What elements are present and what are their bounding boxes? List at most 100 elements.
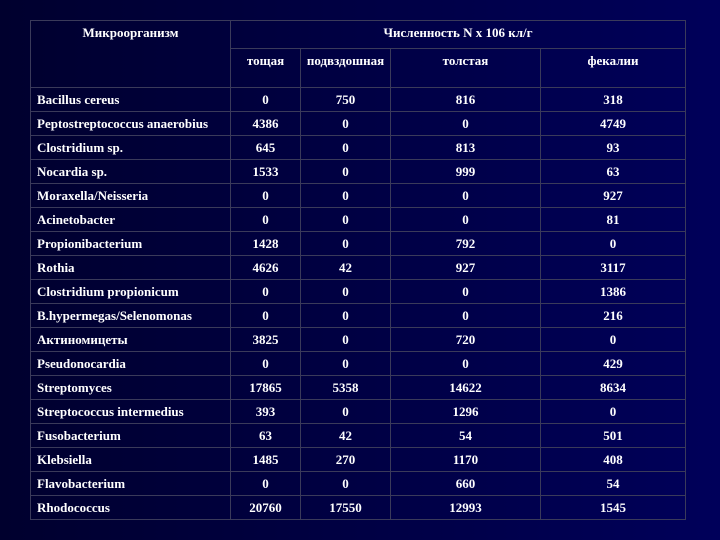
column-header: подвздошная xyxy=(300,48,391,88)
count-cell: 4626 xyxy=(230,255,301,280)
count-cell: 816 xyxy=(390,87,541,112)
organism-name: Streptomyces xyxy=(30,375,231,400)
column-header: фекалии xyxy=(540,48,686,88)
table-row: B.hypermegas/Selenomonas 0 0 0 216 xyxy=(30,303,686,328)
organism-name: Pseudonocardia xyxy=(30,351,231,376)
table-row: Moraxella/Neisseria 0 0 0 927 xyxy=(30,183,686,208)
count-cell: 0 xyxy=(300,303,391,328)
count-cell: 393 xyxy=(230,399,301,424)
organism-name: Klebsiella xyxy=(30,447,231,472)
count-cell: 0 xyxy=(300,351,391,376)
organism-name: Bacillus cereus xyxy=(30,87,231,112)
count-cell: 54 xyxy=(390,423,541,448)
table-row: Streptomyces 17865 5358 14622 8634 xyxy=(30,375,686,400)
organism-name: Peptostreptococcus anaerobius xyxy=(30,111,231,136)
count-cell: 660 xyxy=(390,471,541,496)
count-cell: 0 xyxy=(300,111,391,136)
count-cell: 813 xyxy=(390,135,541,160)
count-cell: 0 xyxy=(540,327,686,352)
count-cell: 0 xyxy=(390,303,541,328)
count-cell: 1545 xyxy=(540,495,686,520)
count-cell: 0 xyxy=(540,231,686,256)
data-table: Микроорганизм Численность N x 106 кл/г т… xyxy=(30,20,686,520)
table-row: Clostridium sp. 645 0 813 93 xyxy=(30,135,686,160)
table-row: Bacillus cereus 0 750 816 318 xyxy=(30,87,686,112)
count-cell: 93 xyxy=(540,135,686,160)
count-cell: 1533 xyxy=(230,159,301,184)
count-cell: 0 xyxy=(300,207,391,232)
count-cell: 927 xyxy=(540,183,686,208)
count-cell: 17865 xyxy=(230,375,301,400)
organism-name: Streptococcus intermedius xyxy=(30,399,231,424)
organism-name: Flavobacterium xyxy=(30,471,231,496)
count-cell: 0 xyxy=(230,351,301,376)
count-cell: 1428 xyxy=(230,231,301,256)
count-cell: 0 xyxy=(230,279,301,304)
header-group: Численность N x 106 кл/г xyxy=(230,20,686,49)
count-cell: 429 xyxy=(540,351,686,376)
count-cell: 5358 xyxy=(300,375,391,400)
count-cell: 8634 xyxy=(540,375,686,400)
table-row: Peptostreptococcus anaerobius 4386 0 0 4749 xyxy=(30,111,686,136)
count-cell: 0 xyxy=(300,135,391,160)
count-cell: 4749 xyxy=(540,111,686,136)
count-cell: 270 xyxy=(300,447,391,472)
count-cell: 17550 xyxy=(300,495,391,520)
table-row: Klebsiella 1485 270 1170 408 xyxy=(30,447,686,472)
table-row: Flavobacterium 0 0 660 54 xyxy=(30,471,686,496)
count-cell: 0 xyxy=(390,111,541,136)
count-cell: 501 xyxy=(540,423,686,448)
organism-name: Rhodococcus xyxy=(30,495,231,520)
table-row: Pseudonocardia 0 0 0 429 xyxy=(30,351,686,376)
count-cell: 0 xyxy=(300,327,391,352)
count-cell: 408 xyxy=(540,447,686,472)
count-cell: 1296 xyxy=(390,399,541,424)
table-row: Nocardia sp. 1533 0 999 63 xyxy=(30,159,686,184)
column-header: тощая xyxy=(230,48,301,88)
header-organism: Микроорганизм xyxy=(30,20,231,88)
count-cell: 216 xyxy=(540,303,686,328)
count-cell: 720 xyxy=(390,327,541,352)
organism-name: Moraxella/Neisseria xyxy=(30,183,231,208)
organism-name: Актиномицеты xyxy=(30,327,231,352)
count-cell: 63 xyxy=(540,159,686,184)
table-row: Rhodococcus 20760 17550 12993 1545 xyxy=(30,495,686,520)
count-cell: 0 xyxy=(300,279,391,304)
count-cell: 1170 xyxy=(390,447,541,472)
count-cell: 0 xyxy=(300,183,391,208)
organism-name: Clostridium sp. xyxy=(30,135,231,160)
count-cell: 0 xyxy=(540,399,686,424)
column-header: толстая xyxy=(390,48,541,88)
organism-name: Rothia xyxy=(30,255,231,280)
organism-name: Nocardia sp. xyxy=(30,159,231,184)
count-cell: 0 xyxy=(300,471,391,496)
count-cell: 63 xyxy=(230,423,301,448)
count-cell: 999 xyxy=(390,159,541,184)
count-cell: 0 xyxy=(300,159,391,184)
table-row: Streptococcus intermedius 393 0 1296 0 xyxy=(30,399,686,424)
table-row: Rothia 4626 42 927 3117 xyxy=(30,255,686,280)
organism-name: Acinetobacter xyxy=(30,207,231,232)
count-cell: 14622 xyxy=(390,375,541,400)
count-cell: 0 xyxy=(230,207,301,232)
count-cell: 750 xyxy=(300,87,391,112)
count-cell: 4386 xyxy=(230,111,301,136)
count-cell: 1485 xyxy=(230,447,301,472)
count-cell: 0 xyxy=(230,471,301,496)
count-cell: 645 xyxy=(230,135,301,160)
organism-name: Clostridium propionicum xyxy=(30,279,231,304)
count-cell: 927 xyxy=(390,255,541,280)
count-cell: 0 xyxy=(230,303,301,328)
count-cell: 1386 xyxy=(540,279,686,304)
table-row: Fusobacterium 63 42 54 501 xyxy=(30,423,686,448)
count-cell: 3825 xyxy=(230,327,301,352)
count-cell: 0 xyxy=(390,183,541,208)
table-row: Acinetobacter 0 0 0 81 xyxy=(30,207,686,232)
table-row: Propionibacterium 1428 0 792 0 xyxy=(30,231,686,256)
count-cell: 0 xyxy=(230,183,301,208)
count-cell: 3117 xyxy=(540,255,686,280)
count-cell: 42 xyxy=(300,423,391,448)
count-cell: 0 xyxy=(390,207,541,232)
count-cell: 81 xyxy=(540,207,686,232)
organism-name: B.hypermegas/Selenomonas xyxy=(30,303,231,328)
